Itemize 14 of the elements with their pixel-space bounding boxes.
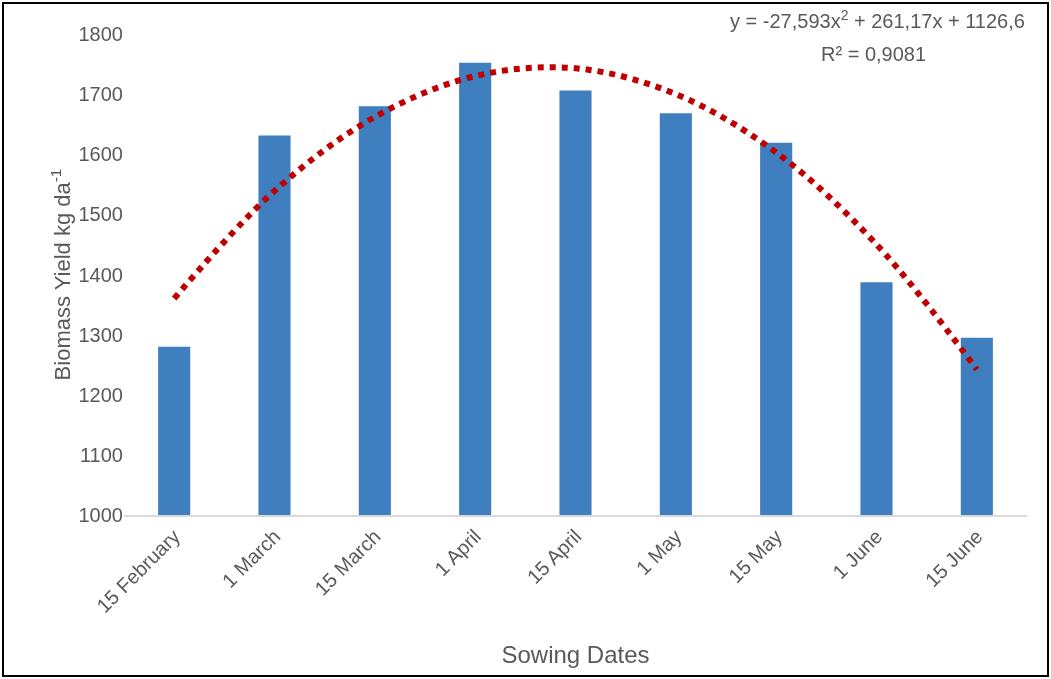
y-tick-label: 1600 [78,143,123,166]
y-tick-label: 1200 [78,383,123,406]
y-tick-label: 1300 [78,323,123,346]
x-axis-title: Sowing Dates [501,640,650,668]
y-tick-label: 1800 [78,23,123,45]
x-tick-label: 1 May [631,525,686,580]
annotation: R² = 0,9081 [821,43,927,65]
text: y = -27,593x$^{2}$ + 261,17x + 1126,6 [730,7,1025,33]
x-tick-label: 15 May [724,525,787,588]
y-tick-label: 1500 [78,203,123,226]
y-tick-label: 1400 [78,263,123,286]
y-tick-label: 1000 [78,504,123,526]
y-tick-label: 1700 [78,83,123,106]
y-tick-label: 1100 [79,443,123,466]
